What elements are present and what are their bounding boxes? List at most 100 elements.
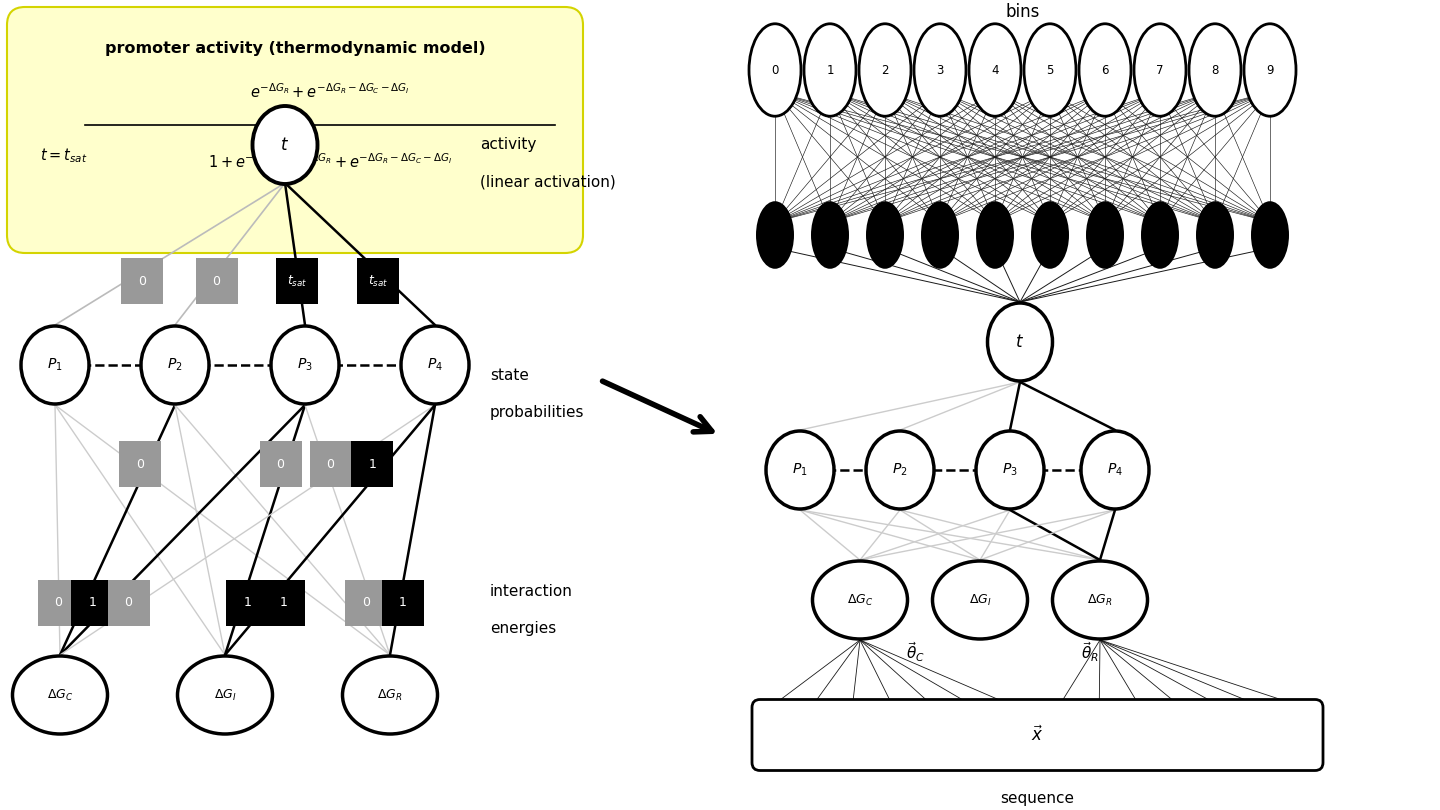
Text: $0$: $0$ <box>55 596 63 609</box>
Ellipse shape <box>1081 431 1149 509</box>
Ellipse shape <box>1135 23 1187 116</box>
Text: interaction: interaction <box>490 585 573 599</box>
FancyBboxPatch shape <box>120 441 161 487</box>
Ellipse shape <box>1031 201 1068 269</box>
Text: $\Delta G_C$: $\Delta G_C$ <box>847 592 873 608</box>
Text: (linear activation): (linear activation) <box>480 174 616 190</box>
Text: 3: 3 <box>936 63 943 76</box>
Ellipse shape <box>749 23 801 116</box>
Ellipse shape <box>865 201 904 269</box>
Text: $\Delta G_C$: $\Delta G_C$ <box>48 688 73 702</box>
Text: 8: 8 <box>1211 63 1218 76</box>
Text: $0$: $0$ <box>138 275 147 288</box>
Text: $P_3$: $P_3$ <box>1002 462 1018 478</box>
Ellipse shape <box>1086 201 1125 269</box>
Text: $P_4$: $P_4$ <box>428 356 444 373</box>
Text: 4: 4 <box>991 63 999 76</box>
Ellipse shape <box>1053 561 1148 639</box>
Text: $t_{sat}$: $t_{sat}$ <box>287 274 308 289</box>
Text: bins: bins <box>1005 3 1040 21</box>
Text: 6: 6 <box>1102 63 1109 76</box>
Ellipse shape <box>976 431 1044 509</box>
FancyBboxPatch shape <box>346 580 387 625</box>
Text: $1$: $1$ <box>279 596 288 609</box>
Ellipse shape <box>13 656 108 734</box>
Text: $t_{sat}$: $t_{sat}$ <box>367 274 389 289</box>
FancyBboxPatch shape <box>261 441 302 487</box>
FancyBboxPatch shape <box>71 580 114 625</box>
Ellipse shape <box>1079 23 1130 116</box>
Text: $P_4$: $P_4$ <box>1107 462 1123 478</box>
Text: $\vec{\theta}_R$: $\vec{\theta}_R$ <box>1081 641 1099 664</box>
Text: sequence: sequence <box>1001 791 1074 805</box>
Ellipse shape <box>976 201 1014 269</box>
Text: $0$: $0$ <box>135 458 145 471</box>
Text: $t$: $t$ <box>1015 333 1024 351</box>
Ellipse shape <box>177 656 272 734</box>
Text: $t$: $t$ <box>281 136 289 154</box>
Ellipse shape <box>860 23 912 116</box>
FancyBboxPatch shape <box>121 258 163 305</box>
Text: $P_1$: $P_1$ <box>48 356 63 373</box>
Text: activity: activity <box>480 138 536 152</box>
FancyBboxPatch shape <box>226 580 268 625</box>
Ellipse shape <box>922 201 959 269</box>
Ellipse shape <box>933 561 1028 639</box>
FancyBboxPatch shape <box>752 700 1323 770</box>
Text: $\Delta G_R$: $\Delta G_R$ <box>377 688 403 702</box>
Text: $P_3$: $P_3$ <box>297 356 312 373</box>
FancyBboxPatch shape <box>108 580 150 625</box>
Ellipse shape <box>22 326 89 404</box>
Text: $0$: $0$ <box>276 458 285 471</box>
Text: $1 + e^{-\Delta G_C} + e^{-\Delta G_R} + e^{-\Delta G_R-\Delta G_C-\Delta G_I}$: $1 + e^{-\Delta G_C} + e^{-\Delta G_R} +… <box>207 152 452 172</box>
Ellipse shape <box>252 106 317 184</box>
Ellipse shape <box>1189 23 1241 116</box>
Text: $1$: $1$ <box>399 596 408 609</box>
FancyBboxPatch shape <box>7 7 583 253</box>
Text: 1: 1 <box>827 63 834 76</box>
FancyBboxPatch shape <box>196 258 238 305</box>
Text: $\Delta G_I$: $\Delta G_I$ <box>213 688 236 702</box>
FancyBboxPatch shape <box>310 441 351 487</box>
Ellipse shape <box>141 326 209 404</box>
Ellipse shape <box>756 201 793 269</box>
Text: $0$: $0$ <box>212 275 222 288</box>
Ellipse shape <box>811 201 850 269</box>
Text: $\vec{\theta}_C$: $\vec{\theta}_C$ <box>906 641 924 664</box>
Text: $0$: $0$ <box>124 596 132 609</box>
FancyBboxPatch shape <box>357 258 399 305</box>
Text: 0: 0 <box>772 63 779 76</box>
FancyBboxPatch shape <box>351 441 393 487</box>
Text: $P_2$: $P_2$ <box>167 356 183 373</box>
Ellipse shape <box>865 431 935 509</box>
Text: $\Delta G_R$: $\Delta G_R$ <box>1087 592 1113 608</box>
Text: 7: 7 <box>1156 63 1164 76</box>
Ellipse shape <box>400 326 469 404</box>
Ellipse shape <box>1251 201 1289 269</box>
Ellipse shape <box>969 23 1021 116</box>
Text: $1$: $1$ <box>88 596 96 609</box>
Text: $t = t_{sat}$: $t = t_{sat}$ <box>40 147 88 165</box>
Ellipse shape <box>812 561 907 639</box>
Ellipse shape <box>804 23 855 116</box>
Text: 9: 9 <box>1266 63 1274 76</box>
Text: $0$: $0$ <box>325 458 336 471</box>
Ellipse shape <box>1244 23 1296 116</box>
FancyBboxPatch shape <box>382 580 423 625</box>
Text: $1$: $1$ <box>243 596 252 609</box>
Text: state: state <box>490 368 528 382</box>
Text: energies: energies <box>490 621 556 637</box>
FancyBboxPatch shape <box>276 258 318 305</box>
Text: $P_2$: $P_2$ <box>893 462 907 478</box>
Ellipse shape <box>1140 201 1179 269</box>
Ellipse shape <box>766 431 834 509</box>
Ellipse shape <box>988 303 1053 381</box>
Ellipse shape <box>914 23 966 116</box>
Text: $0$: $0$ <box>361 596 370 609</box>
Text: $\Delta G_I$: $\Delta G_I$ <box>969 592 991 608</box>
Ellipse shape <box>271 326 338 404</box>
Text: 2: 2 <box>881 63 888 76</box>
Ellipse shape <box>343 656 438 734</box>
Text: promoter activity (thermodynamic model): promoter activity (thermodynamic model) <box>105 40 485 56</box>
Text: $\vec{x}$: $\vec{x}$ <box>1031 725 1044 744</box>
